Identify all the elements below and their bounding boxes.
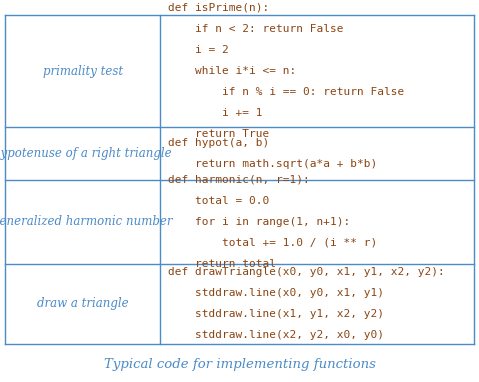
Text: total += 1.0 / (i ** r): total += 1.0 / (i ** r) bbox=[168, 238, 377, 248]
Text: stddraw.line(x2, y2, x0, y0): stddraw.line(x2, y2, x0, y0) bbox=[168, 330, 384, 340]
Text: return math.sqrt(a*a + b*b): return math.sqrt(a*a + b*b) bbox=[168, 159, 377, 168]
Text: if n % i == 0: return False: if n % i == 0: return False bbox=[168, 87, 404, 97]
Text: hypotenuse of a right triangle: hypotenuse of a right triangle bbox=[0, 147, 172, 160]
Text: def harmonic(n, r=1):: def harmonic(n, r=1): bbox=[168, 175, 309, 185]
Text: primality test: primality test bbox=[43, 65, 123, 78]
Text: def isPrime(n):: def isPrime(n): bbox=[168, 3, 269, 13]
Text: if n < 2: return False: if n < 2: return False bbox=[168, 24, 343, 34]
Text: return True: return True bbox=[168, 129, 269, 139]
Text: return total: return total bbox=[168, 259, 275, 269]
Text: def drawTriangle(x0, y0, x1, y1, x2, y2):: def drawTriangle(x0, y0, x1, y1, x2, y2)… bbox=[168, 267, 445, 277]
Text: Typical code for implementing functions: Typical code for implementing functions bbox=[103, 358, 376, 371]
Text: total = 0.0: total = 0.0 bbox=[168, 196, 269, 206]
Text: while i*i <= n:: while i*i <= n: bbox=[168, 66, 296, 76]
Text: def hypot(a, b): def hypot(a, b) bbox=[168, 138, 269, 147]
Text: draw a triangle: draw a triangle bbox=[37, 297, 128, 310]
Text: i = 2: i = 2 bbox=[168, 45, 228, 55]
Text: for i in range(1, n+1):: for i in range(1, n+1): bbox=[168, 217, 350, 227]
Text: i += 1: i += 1 bbox=[168, 108, 262, 118]
Text: stddraw.line(x0, y0, x1, y1): stddraw.line(x0, y0, x1, y1) bbox=[168, 288, 384, 298]
Text: generalized harmonic number: generalized harmonic number bbox=[0, 215, 173, 228]
Text: stddraw.line(x1, y1, x2, y2): stddraw.line(x1, y1, x2, y2) bbox=[168, 309, 384, 319]
